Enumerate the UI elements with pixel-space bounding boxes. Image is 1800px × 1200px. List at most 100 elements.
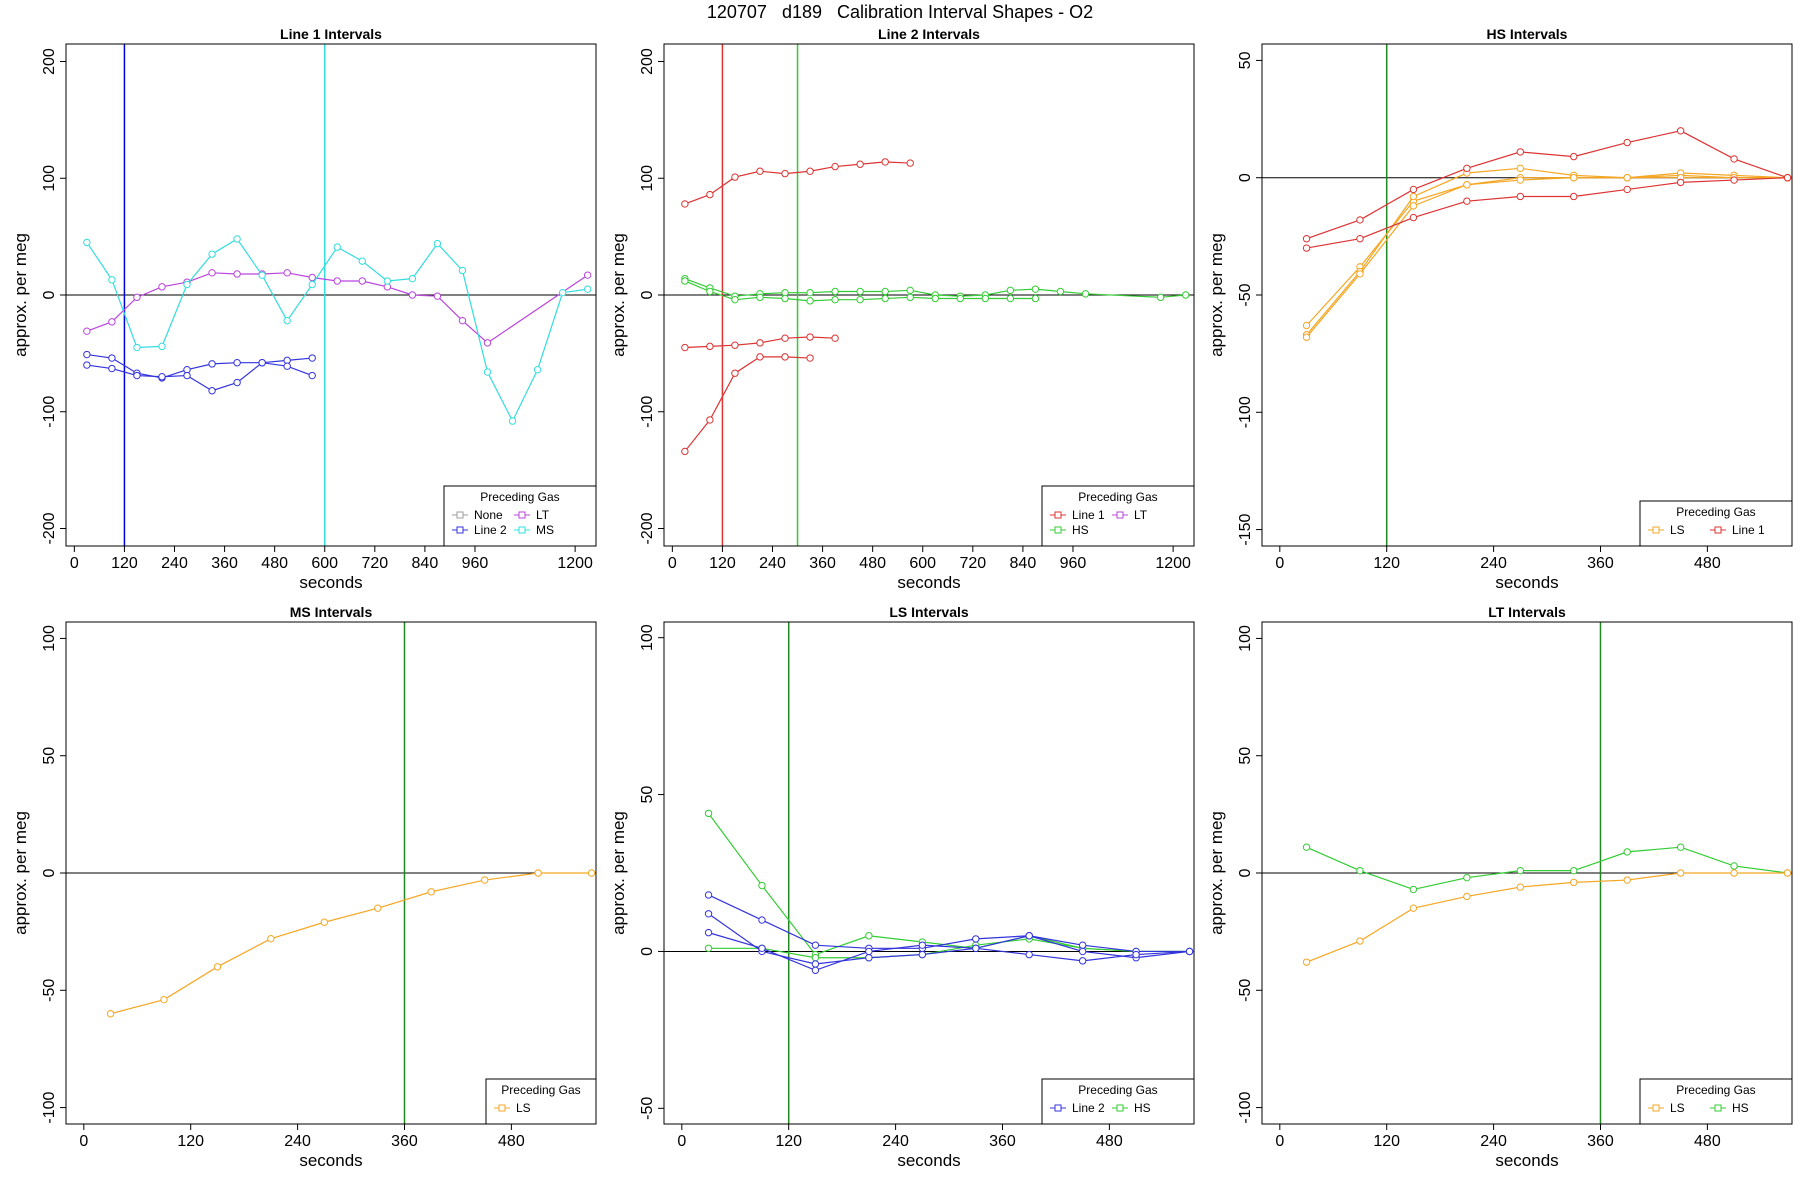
y-axis-label: approx. per meg	[1207, 233, 1226, 357]
legend-entry-label: Line 1	[1732, 523, 1765, 537]
data-point	[881, 287, 889, 296]
plot-frame	[65, 621, 597, 1125]
x-tick-label: 360	[211, 555, 238, 572]
legend-entry-label: LS	[1670, 523, 1685, 537]
data-point	[1570, 878, 1578, 887]
x-tick-label: 240	[161, 555, 188, 572]
data-point	[583, 271, 592, 279]
legend-swatch-marker	[1714, 526, 1722, 534]
data-point	[1730, 862, 1738, 870]
panel-title: LS Intervals	[889, 604, 969, 620]
y-tick-label: 0	[41, 868, 58, 877]
data-point	[1516, 866, 1525, 875]
x-tick-label: 960	[1060, 555, 1087, 572]
panel-title: LT Intervals	[1488, 604, 1566, 620]
data-point	[1302, 235, 1311, 243]
x-tick-label: 840	[1010, 555, 1037, 572]
data-point	[831, 287, 839, 296]
y-tick-label: 50	[1237, 51, 1254, 69]
data-point	[458, 266, 467, 275]
y-axis-label: approx. per meg	[609, 811, 628, 935]
legend-box	[485, 1078, 597, 1125]
y-axis-label: approx. per meg	[11, 233, 30, 357]
data-point	[918, 941, 927, 949]
x-tick-label: 120	[709, 555, 736, 572]
x-tick-label: 0	[70, 555, 79, 572]
data-point	[704, 891, 713, 899]
data-point	[183, 280, 191, 289]
data-point	[981, 294, 990, 303]
x-tick-label: 120	[775, 1133, 802, 1150]
legend-swatch-marker	[1652, 526, 1660, 534]
data-point	[358, 257, 366, 265]
x-tick-label: 0	[677, 1133, 686, 1150]
legend-entry-label: LS	[1670, 1101, 1685, 1115]
series-line	[86, 362, 313, 392]
plot-frame	[65, 43, 597, 547]
x-tick-label: 1200	[1155, 555, 1191, 572]
data-point	[1463, 892, 1471, 901]
data-point	[1356, 235, 1364, 243]
y-tick-label: 200	[41, 48, 58, 75]
data-point	[811, 966, 820, 974]
legend-entry-label: Line 2	[474, 523, 507, 537]
data-point	[1623, 138, 1631, 147]
series-line	[708, 938, 1190, 959]
x-tick-label: 600	[909, 555, 936, 572]
data-point	[483, 368, 492, 376]
y-tick-label: -200	[639, 512, 656, 544]
legend-entry-label: LT	[1134, 508, 1148, 522]
x-tick-label: 360	[809, 555, 836, 572]
data-point	[856, 287, 864, 296]
data-point	[1302, 958, 1311, 966]
data-point	[283, 269, 291, 277]
data-point	[133, 371, 141, 380]
data-point	[1025, 932, 1033, 940]
series-line	[1306, 177, 1788, 338]
x-axis-label: seconds	[299, 573, 362, 592]
panel-title: Line 1 Intervals	[280, 26, 382, 42]
x-tick-label: 0	[79, 1133, 88, 1150]
panel-1: Line 2 Intervals 0 120 240 360 480 600 720 840 96…	[609, 26, 1195, 592]
data-point	[208, 269, 216, 277]
data-point	[233, 378, 241, 387]
legend-title: Preceding Gas	[501, 1083, 580, 1097]
data-point	[133, 293, 141, 302]
data-point	[1516, 164, 1525, 173]
data-point	[233, 270, 241, 278]
x-tick-label: 360	[1587, 555, 1614, 572]
data-point	[158, 283, 166, 291]
data-point	[1730, 155, 1738, 163]
data-point	[267, 934, 275, 943]
data-point	[806, 354, 814, 362]
plot-frame	[1261, 43, 1793, 547]
y-tick-label: 50	[41, 747, 58, 765]
y-tick-label: 0	[1237, 868, 1254, 877]
y-tick-label: -50	[1237, 979, 1254, 1002]
legend-entry-label: None	[474, 508, 503, 522]
data-point	[208, 387, 216, 395]
series-line	[86, 272, 588, 344]
data-point	[781, 334, 789, 342]
y-tick-label: 100	[41, 165, 58, 192]
data-point	[1302, 843, 1311, 851]
data-point	[1031, 285, 1040, 293]
data-point	[806, 297, 814, 305]
x-tick-label: 720	[361, 555, 388, 572]
series-line	[708, 813, 1190, 956]
data-point	[283, 362, 291, 370]
data-point	[1356, 216, 1364, 224]
data-point	[308, 280, 316, 289]
plot-frame	[663, 621, 1195, 1125]
y-tick-label: -100	[639, 396, 656, 428]
panel-0: Line 1 Intervals 0 120 240 360 480 600 720 840 96…	[11, 26, 597, 592]
data-point	[433, 239, 442, 248]
data-point	[706, 342, 714, 351]
data-point	[1730, 869, 1738, 877]
legend-entry-label: HS	[1134, 1101, 1151, 1115]
data-point	[433, 292, 442, 300]
data-point	[308, 371, 316, 380]
data-point	[1570, 152, 1578, 161]
data-point	[1516, 883, 1525, 891]
data-point	[283, 316, 291, 325]
